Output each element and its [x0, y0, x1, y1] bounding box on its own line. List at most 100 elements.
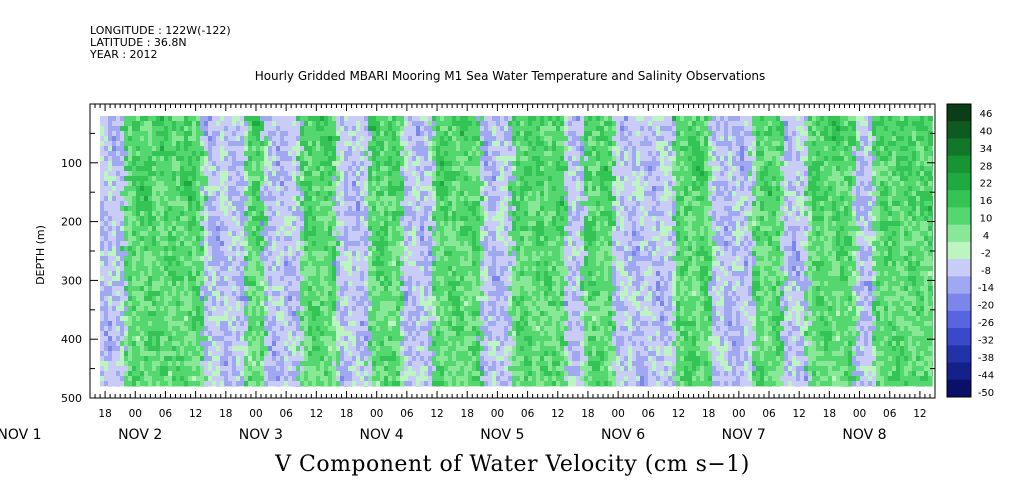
heatmap-cell [384, 240, 389, 246]
heatmap-cell [156, 125, 161, 131]
heatmap-cell [216, 360, 221, 366]
heatmap-cell [300, 215, 305, 221]
heatmap-cell [276, 190, 281, 196]
heatmap-cell [136, 320, 141, 326]
heatmap-cell [136, 310, 141, 316]
heatmap-cell [360, 305, 365, 311]
heatmap-cell [100, 325, 105, 331]
heatmap-cell [368, 145, 373, 151]
heatmap-cell [348, 325, 353, 331]
heatmap-cell [172, 355, 177, 361]
heatmap-cell [372, 380, 377, 386]
heatmap-cell [404, 150, 409, 156]
heatmap-cell [440, 290, 445, 296]
heatmap-cell [332, 300, 337, 306]
heatmap-cell [300, 265, 305, 271]
heatmap-cell [168, 120, 173, 126]
heatmap-cell [248, 275, 253, 281]
heatmap-cell [344, 140, 349, 146]
heatmap-cell [228, 320, 233, 326]
heatmap-cell [160, 340, 165, 346]
heatmap-cell [244, 380, 249, 386]
heatmap-cell [244, 190, 249, 196]
heatmap-cell [304, 265, 309, 271]
heatmap-cell [396, 130, 401, 136]
heatmap-cell [384, 285, 389, 291]
heatmap-cell [292, 180, 297, 186]
heatmap-cell [412, 250, 417, 256]
heatmap-cell [180, 365, 185, 371]
heatmap-cell [164, 280, 169, 286]
heatmap-cell [164, 330, 169, 336]
heatmap-cell [272, 210, 277, 216]
heatmap-cell [348, 115, 353, 121]
heatmap-cell [296, 300, 301, 306]
heatmap-cell [236, 335, 241, 341]
heatmap-cell [184, 360, 189, 366]
heatmap-cell [228, 375, 233, 381]
heatmap-cell [364, 205, 369, 211]
heatmap-cell [248, 300, 253, 306]
heatmap-cell [412, 165, 417, 171]
heatmap-cell [444, 175, 449, 181]
heatmap-cell [272, 190, 277, 196]
heatmap-cell [136, 295, 141, 301]
heatmap-cell [252, 305, 257, 311]
heatmap-cell [260, 300, 265, 306]
heatmap-cell [360, 285, 365, 291]
heatmap-cell [324, 240, 329, 246]
heatmap-cell [408, 320, 413, 326]
heatmap-cell [356, 245, 361, 251]
heatmap-cell [292, 380, 297, 386]
heatmap-cell [224, 370, 229, 376]
heatmap-cell [444, 305, 449, 311]
heatmap-cell [284, 350, 289, 356]
heatmap-cell [328, 295, 333, 301]
heatmap-cell [356, 225, 361, 231]
heatmap-cell [120, 345, 125, 351]
heatmap-cell [352, 260, 357, 266]
heatmap-cell [432, 220, 437, 226]
heatmap-cell [240, 355, 245, 361]
heatmap-cell [104, 140, 109, 146]
heatmap-cell [312, 120, 317, 126]
heatmap-cell [260, 125, 265, 131]
heatmap-cell [296, 260, 301, 266]
heatmap-cell [412, 130, 417, 136]
heatmap-cell [440, 150, 445, 156]
heatmap-cell [380, 310, 385, 316]
heatmap-cell [204, 135, 209, 141]
heatmap-cell [444, 385, 449, 387]
heatmap-cell [268, 195, 273, 201]
heatmap-cell [144, 235, 149, 241]
heatmap-cell [360, 360, 365, 366]
heatmap-cell [412, 260, 417, 266]
heatmap-cell [108, 375, 113, 381]
heatmap-cell [264, 285, 269, 291]
heatmap-cell [336, 135, 341, 141]
heatmap-cell [396, 350, 401, 356]
heatmap-cell [360, 370, 365, 376]
heatmap-cell [296, 120, 301, 126]
heatmap-cell [412, 335, 417, 341]
heatmap-cell [272, 270, 277, 276]
heatmap-cell [344, 170, 349, 176]
heatmap-cell [340, 385, 345, 387]
heatmap-cell [100, 360, 105, 366]
heatmap-cell [188, 135, 193, 141]
heatmap-cell [336, 330, 341, 336]
heatmap-cell [336, 250, 341, 256]
heatmap-cell [200, 320, 205, 326]
heatmap-cell [272, 350, 277, 356]
heatmap-cell [424, 150, 429, 156]
heatmap-cell [272, 285, 277, 291]
heatmap-cell [348, 275, 353, 281]
heatmap-cell [408, 195, 413, 201]
heatmap-cell [268, 175, 273, 181]
heatmap-cell [296, 190, 301, 196]
heatmap-cell [424, 210, 429, 216]
heatmap-cell [356, 385, 361, 387]
heatmap-cell [180, 200, 185, 206]
heatmap-cell [192, 365, 197, 371]
heatmap-cell [368, 170, 373, 176]
